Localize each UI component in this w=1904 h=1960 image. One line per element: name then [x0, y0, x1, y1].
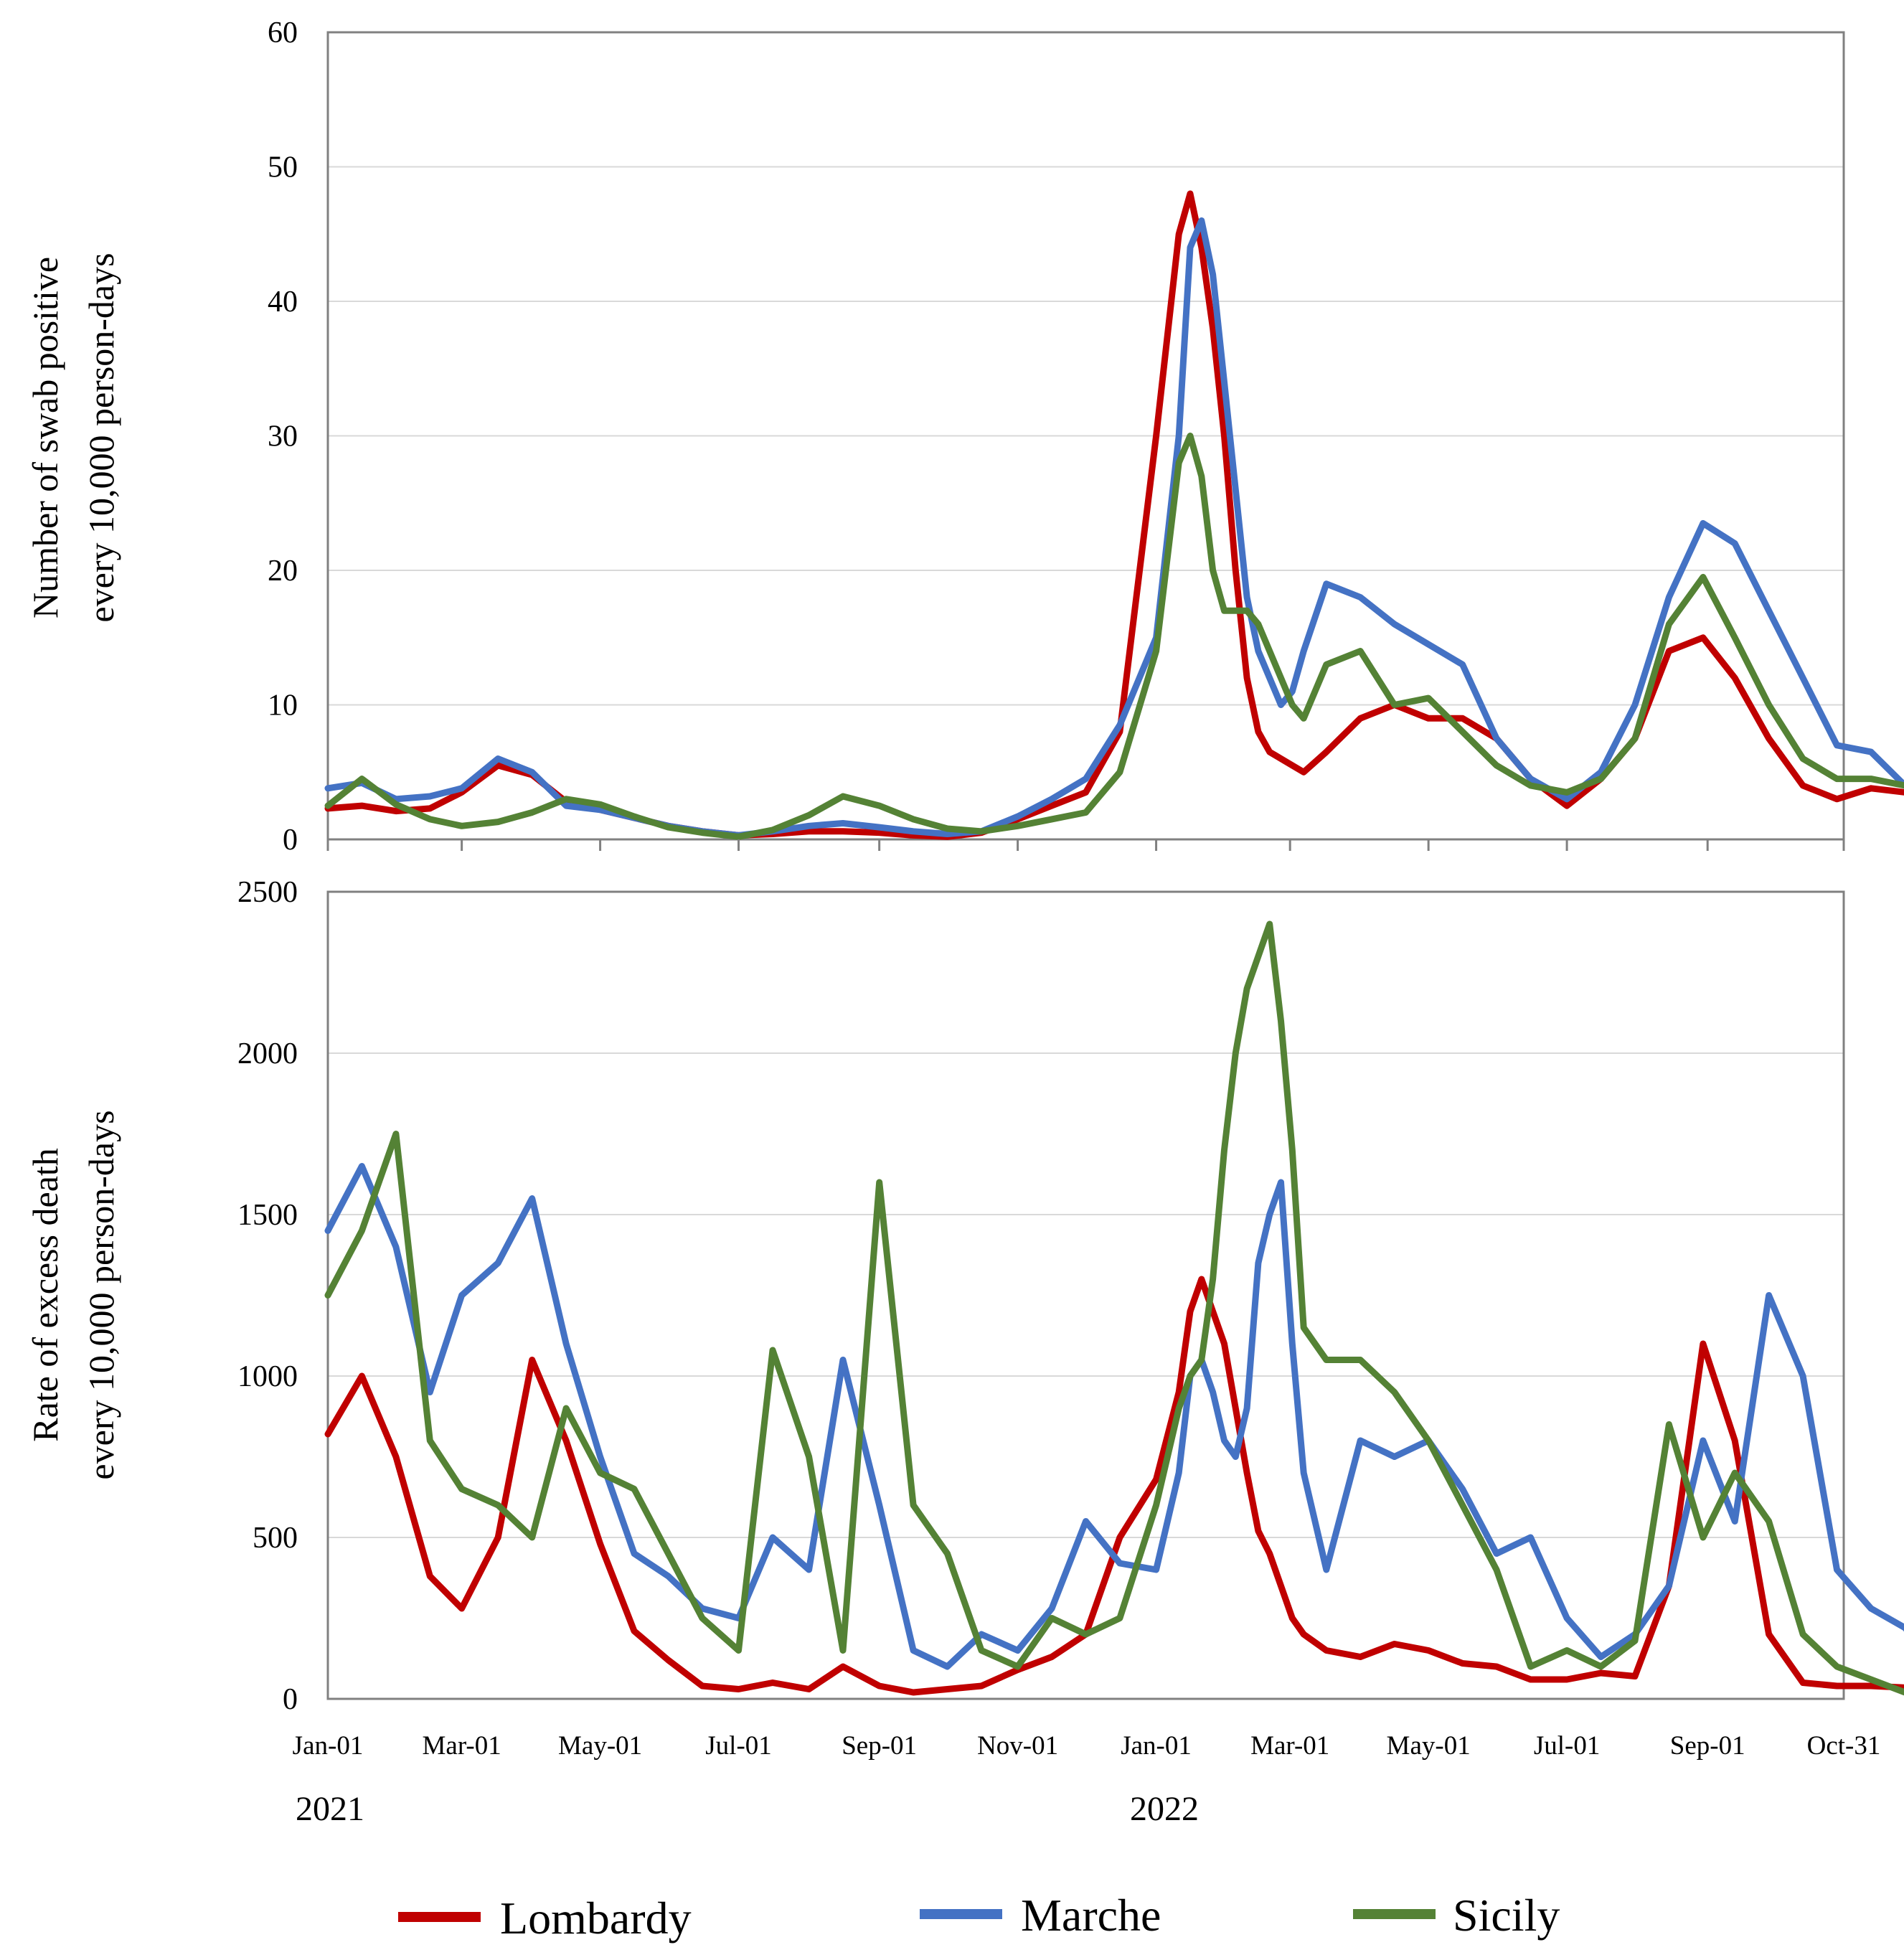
y-axis-label-bottom-line2: every 10,000 person-days — [81, 1110, 121, 1479]
y-tick-label: 1000 — [237, 1360, 298, 1393]
x-tick-label: May-01 — [558, 1731, 642, 1761]
y-axis-label-top-line1: Number of swab positive — [25, 257, 65, 618]
legend-item-marche: Marche — [920, 1890, 1161, 1941]
legend-item-sicily: Sicily — [1353, 1890, 1560, 1941]
grid-lines-top — [328, 166, 1844, 706]
x-tick-label: Jan-01 — [293, 1731, 364, 1761]
x-tick-label: Jul-01 — [1534, 1731, 1601, 1761]
grid-lines-bottom — [328, 1052, 1844, 1538]
series-group-top — [324, 190, 1904, 840]
x-tick-label: May-01 — [1387, 1731, 1471, 1761]
swab-positive-chart: 0 10 20 30 40 50 60 Number of swab positive ev… — [25, 17, 1904, 857]
legend-label-sicily: Sicily — [1453, 1890, 1560, 1941]
year-label-2022: 2022 — [1130, 1790, 1199, 1828]
y-tick-label: 50 — [268, 151, 298, 184]
series-line-sicily — [324, 433, 1904, 840]
series-line-lombardy — [324, 190, 1904, 840]
x-tick-label: Jul-01 — [705, 1731, 772, 1761]
y-ticks-bottom: 0 500 1000 1500 2000 2500 — [237, 876, 298, 1716]
y-tick-label: 10 — [268, 689, 298, 722]
y-tick-label: 30 — [268, 420, 298, 453]
y-tick-label: 40 — [268, 286, 298, 319]
y-tick-label: 2500 — [237, 876, 298, 909]
excess-death-chart: 0 500 1000 1500 2000 2500 Rate of excess deat… — [25, 876, 1904, 1716]
x-tick-label: Jan-01 — [1121, 1731, 1192, 1761]
x-tick-label: Mar-01 — [1250, 1731, 1329, 1761]
y-axis-label-bottom-line1: Rate of excess death — [25, 1148, 65, 1442]
year-label-2021: 2021 — [296, 1790, 364, 1828]
y-tick-label: 0 — [283, 824, 298, 857]
x-tick-label: Nov-01 — [977, 1731, 1058, 1761]
x-tick-label: Oct-31 — [1807, 1731, 1881, 1761]
series-group-bottom — [324, 920, 1904, 1696]
x-tick-label: Sep-01 — [842, 1731, 917, 1761]
y-tick-label: 500 — [253, 1522, 298, 1555]
plot-frame-top — [326, 31, 1845, 841]
legend: Lombardy Marche Sicily — [398, 1890, 1560, 1943]
x-axis-tick-labels: Jan-01 Mar-01 May-01 Jul-01 Sep-01 Nov-01 Jan-… — [293, 1731, 1881, 1761]
legend-item-lombardy: Lombardy — [398, 1893, 692, 1943]
series-line-lombardy — [324, 1276, 1904, 1696]
y-axis-label-top-line2: every 10,000 person-days — [81, 253, 121, 622]
x-tick-label: Sep-01 — [1670, 1731, 1745, 1761]
x-tick-label: Mar-01 — [423, 1731, 501, 1761]
y-tick-label: 20 — [268, 555, 298, 588]
series-line-sicily — [324, 920, 1904, 1696]
legend-label-lombardy: Lombardy — [500, 1893, 692, 1943]
y-tick-label: 60 — [268, 17, 298, 50]
y-tick-label: 2000 — [237, 1037, 298, 1070]
x-ticks-top — [326, 839, 1845, 851]
legend-label-marche: Marche — [1021, 1890, 1161, 1941]
y-ticks-top: 0 10 20 30 40 50 60 — [268, 17, 298, 857]
y-tick-label: 0 — [283, 1683, 298, 1716]
y-tick-label: 1500 — [237, 1199, 298, 1232]
